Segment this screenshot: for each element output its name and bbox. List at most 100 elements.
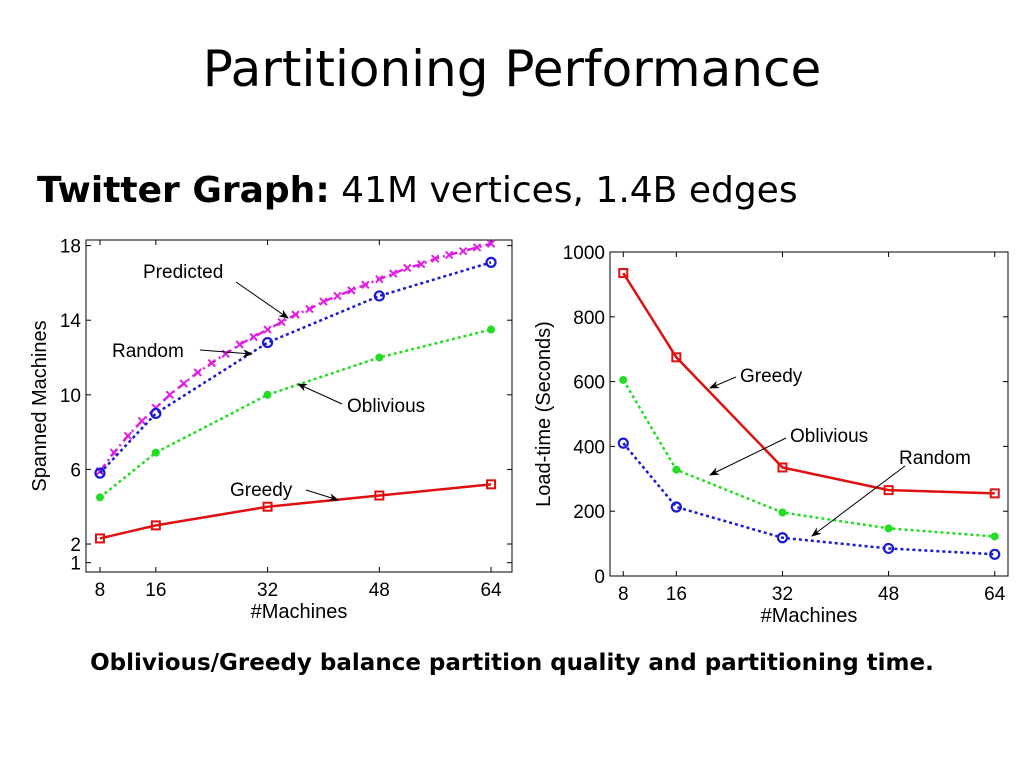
data-point-greedy — [486, 479, 497, 490]
x-tick-label: 32 — [772, 584, 793, 605]
data-point-predicted — [319, 297, 328, 306]
data-point-greedy — [989, 488, 1000, 499]
annotation-random: Random — [899, 448, 971, 469]
data-point-predicted — [277, 317, 286, 327]
subtitle-bold: Twitter Graph: — [37, 170, 330, 211]
data-point-predicted — [263, 325, 272, 334]
data-point-oblivious — [619, 375, 628, 384]
series-line-greedy — [99, 483, 492, 540]
data-point-oblivious — [95, 493, 104, 502]
data-point-oblivious — [375, 353, 384, 362]
data-point-predicted — [347, 286, 356, 295]
x-tick-label: 16 — [666, 584, 687, 605]
data-point-oblivious — [487, 325, 496, 334]
data-point-greedy — [150, 520, 161, 531]
x-tick-label: 64 — [984, 584, 1006, 605]
x-tick-label: 48 — [878, 584, 899, 605]
x-axis-label: #Machines — [251, 601, 348, 623]
data-point-random — [617, 437, 629, 449]
annotation-arrow-random — [811, 465, 906, 537]
data-point-predicted — [486, 239, 496, 248]
y-axis-label: Load-time (Seconds) — [533, 321, 555, 507]
data-point-random — [485, 256, 497, 268]
data-point-predicted — [179, 379, 188, 388]
slide-subtitle: Twitter Graph: 41M vertices, 1.4B edges — [37, 170, 798, 211]
data-point-oblivious — [151, 448, 160, 457]
data-point-predicted — [444, 250, 454, 260]
series-line-random — [99, 261, 492, 475]
data-point-predicted — [305, 304, 314, 314]
x-tick-label: 48 — [369, 580, 390, 601]
annotation-oblivious: Oblivious — [790, 426, 868, 447]
data-point-predicted — [193, 368, 202, 377]
data-point-greedy — [777, 462, 788, 473]
annotation-oblivious: Oblivious — [347, 396, 425, 417]
data-point-greedy — [374, 490, 385, 501]
y-tick-label: 400 — [573, 437, 605, 458]
data-point-oblivious — [990, 532, 999, 541]
data-point-random — [670, 501, 682, 513]
plot-frame — [609, 251, 1009, 577]
data-point-random — [94, 467, 106, 479]
slide-caption: Oblivious/Greedy balance partition quali… — [90, 650, 934, 676]
x-tick-label: 16 — [145, 580, 166, 601]
plot-frame — [85, 239, 513, 573]
y-tick-label: 14 — [60, 311, 82, 332]
annotation-arrow-predicted — [235, 281, 289, 319]
annotation-greedy: Greedy — [230, 480, 293, 501]
data-point-predicted — [235, 340, 244, 349]
x-tick-label: 8 — [618, 584, 629, 605]
data-point-predicted — [291, 310, 300, 319]
series-line-random — [622, 442, 995, 556]
data-point-greedy — [262, 501, 273, 512]
x-tick-label: 64 — [480, 580, 502, 601]
y-tick-label: 0 — [594, 567, 605, 588]
data-point-predicted — [458, 246, 468, 256]
data-point-predicted — [430, 254, 440, 263]
data-point-predicted — [333, 291, 342, 301]
data-point-predicted — [417, 260, 426, 269]
data-point-predicted — [165, 390, 175, 400]
annotation-arrow-oblivious — [297, 383, 343, 405]
data-point-greedy — [671, 352, 682, 363]
slide-title: Partitioning Performance — [202, 40, 822, 98]
data-point-predicted — [472, 243, 482, 252]
x-tick-label: 32 — [257, 580, 278, 601]
annotation-greedy: Greedy — [740, 366, 803, 387]
data-point-oblivious — [672, 465, 681, 474]
data-point-random — [373, 290, 385, 302]
series-line-greedy — [622, 272, 995, 495]
data-point-greedy — [883, 485, 894, 496]
y-tick-label: 1 — [70, 554, 81, 575]
x-axis-label: #Machines — [761, 605, 858, 627]
data-point-random — [261, 336, 274, 349]
data-point-random — [882, 542, 895, 555]
y-tick-label: 2 — [70, 535, 81, 556]
annotation-predicted: Predicted — [143, 262, 223, 283]
annotation-arrow-greedy — [305, 489, 339, 502]
data-point-oblivious — [884, 524, 893, 533]
data-point-oblivious — [778, 508, 787, 517]
subtitle-rest: 41M vertices, 1.4B edges — [329, 170, 798, 211]
y-tick-label: 200 — [573, 502, 605, 523]
y-tick-label: 800 — [573, 308, 605, 329]
annotation-arrow-greedy — [709, 376, 737, 389]
annotation-random: Random — [112, 341, 184, 362]
y-tick-label: 600 — [573, 373, 605, 394]
data-point-greedy — [94, 533, 105, 544]
y-tick-label: 10 — [60, 386, 81, 407]
data-point-random — [989, 548, 1001, 560]
data-point-predicted — [375, 274, 384, 284]
x-tick-label: 8 — [95, 580, 106, 601]
data-point-oblivious — [263, 390, 272, 399]
data-point-predicted — [403, 263, 412, 273]
annotation-arrow-oblivious — [709, 437, 787, 476]
data-point-predicted — [207, 358, 216, 368]
data-point-predicted — [361, 280, 370, 289]
data-point-greedy — [618, 268, 629, 279]
annotation-arrow-random — [199, 349, 253, 358]
data-point-random — [776, 532, 789, 544]
y-tick-label: 1000 — [563, 243, 605, 264]
